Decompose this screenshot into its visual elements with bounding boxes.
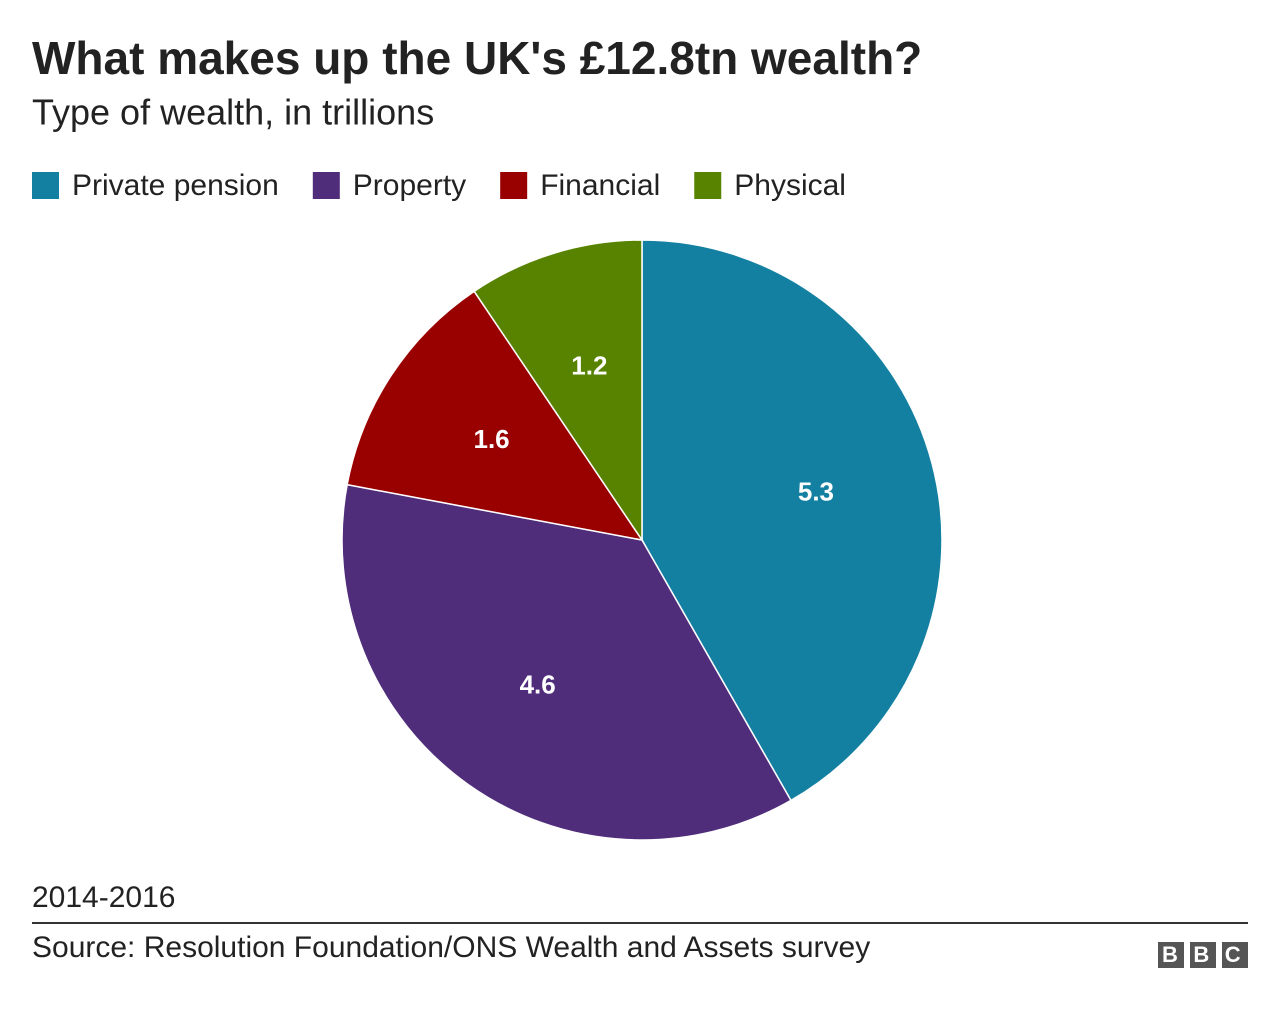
bbc-logo: BBC — [1158, 942, 1256, 968]
legend-swatch — [312, 172, 340, 199]
pie-slice — [346, 290, 644, 542]
data-label: 5.3 — [798, 477, 834, 507]
logo-box — [1222, 942, 1248, 968]
legend-swatch — [32, 172, 59, 199]
chart-subtitle: Type of wealth, in trillions — [32, 92, 434, 133]
logo-box — [1158, 942, 1184, 968]
logo-box — [1190, 942, 1216, 968]
data-label: 4.6 — [520, 670, 556, 700]
source: Source: Resolution Foundation/ONS Wealth… — [32, 931, 870, 964]
pie: 5.3 4.6 1.6 1.2 — [341, 239, 943, 841]
legend-label: Private pension — [72, 169, 279, 202]
pie-slice — [341, 483, 792, 841]
chart-title: What makes up the UK's £12.8tn wealth? — [32, 32, 922, 84]
logo-text: BBC — [1162, 942, 1256, 967]
legend: Private pension Property Financial Physical — [32, 169, 846, 202]
data-label: 1.2 — [571, 351, 607, 381]
legend-label: Property — [353, 169, 466, 202]
legend-swatch — [694, 172, 722, 199]
legend-label: Physical — [734, 169, 846, 202]
pie-slice — [641, 239, 943, 802]
data-label: 1.6 — [473, 424, 509, 454]
pie-slice — [473, 239, 643, 543]
note: 2014-2016 — [32, 881, 175, 914]
legend-label: Financial — [540, 169, 660, 202]
legend-swatch — [500, 172, 528, 199]
